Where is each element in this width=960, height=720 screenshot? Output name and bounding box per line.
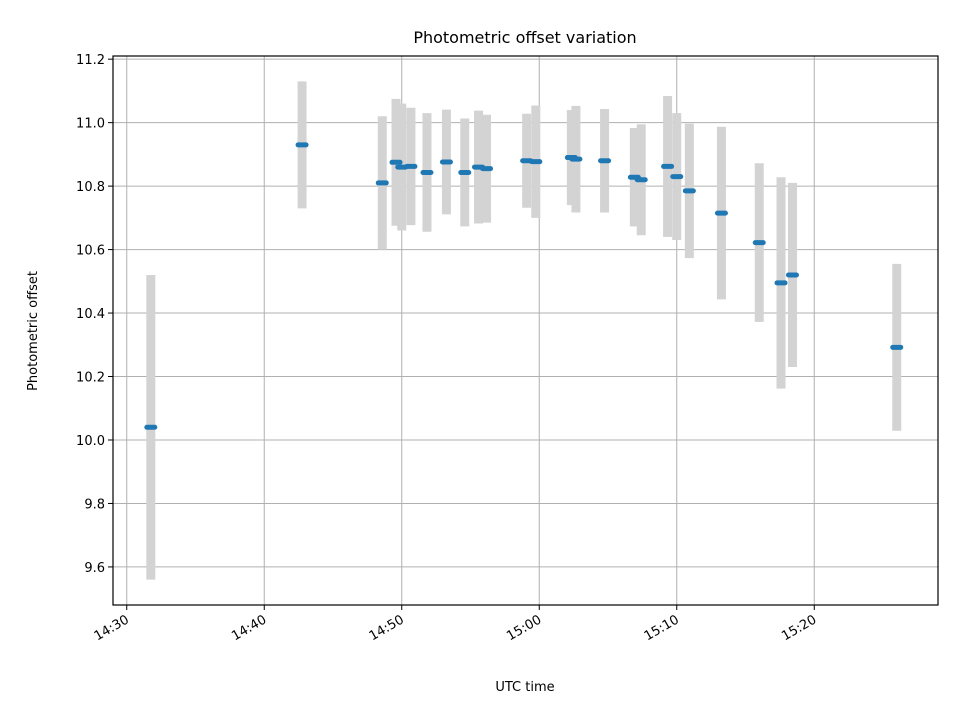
plot-frame xyxy=(112,55,939,606)
y-axis: 9.6 9.8 10.0 10.2 10.4 10.6 10.8 11.0 11.2 xyxy=(76,53,113,576)
y-tick-label: 10.2 xyxy=(76,371,105,386)
y-tick-label: 9.8 xyxy=(84,497,105,512)
y-tick-label: 10.4 xyxy=(76,307,105,322)
y-tick-label: 10.0 xyxy=(76,434,105,449)
data-markers xyxy=(144,142,904,430)
y-axis-label: Photometric offset xyxy=(26,271,41,391)
y-tick-label: 11.2 xyxy=(76,53,105,68)
y-tick-label: 11.0 xyxy=(76,117,105,132)
y-tick-label: 9.6 xyxy=(84,561,105,576)
y-tick-label: 10.6 xyxy=(76,244,105,259)
y-tick-label: 10.8 xyxy=(76,180,105,195)
chart-title: Photometric offset variation xyxy=(413,28,636,47)
x-axis-label: UTC time xyxy=(495,680,554,695)
